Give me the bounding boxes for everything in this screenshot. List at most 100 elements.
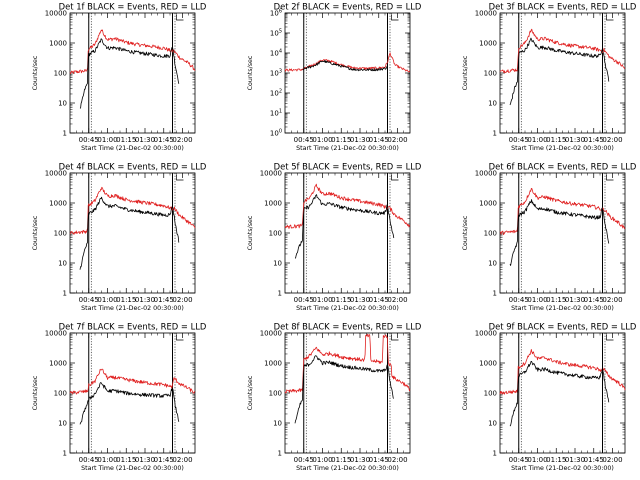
x-axis-label: Start Time (21-Dec-02 00:30:00) [511, 145, 614, 152]
y-tick-label: 1 [493, 290, 497, 298]
x-tick-label: 01:15 [116, 296, 136, 304]
y-tick-label: 100 [270, 129, 282, 138]
y-axis-label: Counts/sec [462, 215, 469, 250]
x-tick-label: 01:45 [369, 296, 389, 304]
marker-bracket [606, 175, 614, 181]
y-tick-label: 101 [270, 109, 282, 118]
series-line-events [79, 196, 180, 270]
y-axis-label: Counts/sec [32, 55, 39, 90]
series-line-events [302, 60, 388, 72]
x-tick-label: 02:00 [387, 296, 407, 304]
series-line-lld [69, 186, 196, 235]
panel-det-3: Det 3f BLACK = Events, RED = LLD 1 10 100 10… [462, 2, 636, 153]
x-tick-label: 01:15 [116, 456, 136, 464]
x-axis-label: Start Time (21-Dec-02 00:30:00) [296, 465, 399, 472]
y-axis-label: Counts/sec [247, 375, 254, 410]
y-tick-label: 104 [270, 49, 282, 58]
panel-det-6: Det 6f BLACK = Events, RED = LLD 1 10 100 10… [462, 162, 636, 313]
x-tick-label: 02:00 [387, 456, 407, 464]
x-tick-label: 00:45 [294, 136, 314, 144]
y-tick-label: 103 [270, 69, 282, 78]
panel-title: Det 3f BLACK = Events, RED = LLD [489, 2, 637, 12]
y-axis-label: Counts/sec [247, 55, 254, 90]
panel-title: Det 6f BLACK = Events, RED = LLD [489, 162, 637, 172]
x-tick-label: 02:00 [602, 296, 622, 304]
x-tick-label: 01:45 [154, 456, 174, 464]
y-tick-label: 100 [54, 230, 67, 238]
y-axis-label: Counts/sec [247, 215, 254, 250]
panel-det-4: Det 4f BLACK = Events, RED = LLD 1 10 100 10… [32, 162, 206, 313]
x-tick-label: 02:00 [387, 136, 407, 144]
marker-bracket [176, 335, 184, 341]
x-tick-label: 01:45 [369, 456, 389, 464]
x-tick-label: 01:45 [584, 296, 604, 304]
x-tick-label: 01:30 [565, 296, 585, 304]
y-tick-label: 10 [58, 420, 67, 428]
x-tick-label: 01:30 [135, 456, 155, 464]
series-line-events [509, 360, 610, 427]
x-tick-label: 01:45 [154, 296, 174, 304]
y-tick-label: 10 [488, 100, 497, 108]
x-tick-label: 01:00 [97, 456, 117, 464]
x-tick-label: 01:30 [135, 296, 155, 304]
y-tick-label: 1 [63, 450, 67, 458]
y-tick-label: 1000 [49, 40, 67, 48]
y-tick-label: 100 [269, 230, 282, 238]
marker-bracket [391, 335, 399, 341]
series-line-events [294, 355, 395, 424]
x-tick-label: 00:45 [509, 296, 529, 304]
panel-det-8: Det 8f BLACK = Events, RED = LLD 1 10 100 10… [247, 322, 421, 473]
series-line-events [79, 382, 180, 425]
y-axis-label: Counts/sec [462, 375, 469, 410]
x-axis-label: Start Time (21-Dec-02 00:30:00) [81, 465, 184, 472]
y-tick-label: 10 [273, 260, 282, 268]
y-tick-label: 1 [493, 130, 497, 138]
y-axis-label: Counts/sec [32, 375, 39, 410]
x-tick-label: 01:30 [350, 136, 370, 144]
y-tick-label: 10000 [45, 170, 67, 178]
y-tick-label: 10000 [45, 10, 67, 18]
series-line-lld [499, 348, 626, 395]
x-tick-label: 01:30 [135, 136, 155, 144]
y-tick-label: 10000 [260, 330, 282, 338]
y-tick-label: 100 [484, 70, 497, 78]
marker-bracket [606, 335, 614, 341]
series-line-lld [499, 187, 626, 236]
x-tick-label: 01:45 [584, 136, 604, 144]
marker-bracket [176, 175, 184, 181]
series-line-lld [284, 52, 411, 73]
x-tick-label: 00:45 [294, 456, 314, 464]
x-tick-label: 01:45 [369, 136, 389, 144]
x-tick-label: 00:45 [294, 296, 314, 304]
x-tick-label: 01:00 [527, 136, 547, 144]
y-tick-label: 105 [270, 29, 282, 38]
x-tick-label: 00:45 [509, 456, 529, 464]
panel-title: Det 5f BLACK = Events, RED = LLD [274, 162, 422, 172]
x-tick-label: 01:00 [97, 296, 117, 304]
x-axis-label: Start Time (21-Dec-02 00:30:00) [81, 305, 184, 312]
y-tick-label: 1000 [49, 200, 67, 208]
y-tick-label: 100 [484, 230, 497, 238]
x-tick-label: 01:15 [331, 296, 351, 304]
y-tick-label: 1 [493, 450, 497, 458]
y-tick-label: 10000 [45, 330, 67, 338]
series-line-events [294, 194, 395, 259]
x-axis-label: Start Time (21-Dec-02 00:30:00) [296, 145, 399, 152]
x-tick-label: 01:15 [116, 136, 136, 144]
y-tick-label: 100 [54, 390, 67, 398]
y-tick-label: 102 [270, 89, 282, 98]
series-line-events [509, 199, 610, 266]
x-axis-label: Start Time (21-Dec-02 00:30:00) [81, 145, 184, 152]
x-tick-label: 01:30 [350, 456, 370, 464]
panel-title: Det 7f BLACK = Events, RED = LLD [59, 322, 207, 332]
x-axis-label: Start Time (21-Dec-02 00:30:00) [296, 305, 399, 312]
series-line-events [79, 38, 180, 109]
panel-det-1: Det 1f BLACK = Events, RED = LLD 1 10 100 10… [32, 2, 206, 153]
x-tick-label: 01:15 [331, 136, 351, 144]
panel-title: Det 4f BLACK = Events, RED = LLD [59, 162, 207, 172]
y-axis-label: Counts/sec [32, 215, 39, 250]
x-tick-label: 02:00 [172, 456, 192, 464]
y-tick-label: 100 [269, 390, 282, 398]
x-tick-label: 01:00 [312, 296, 332, 304]
x-tick-label: 01:00 [312, 136, 332, 144]
